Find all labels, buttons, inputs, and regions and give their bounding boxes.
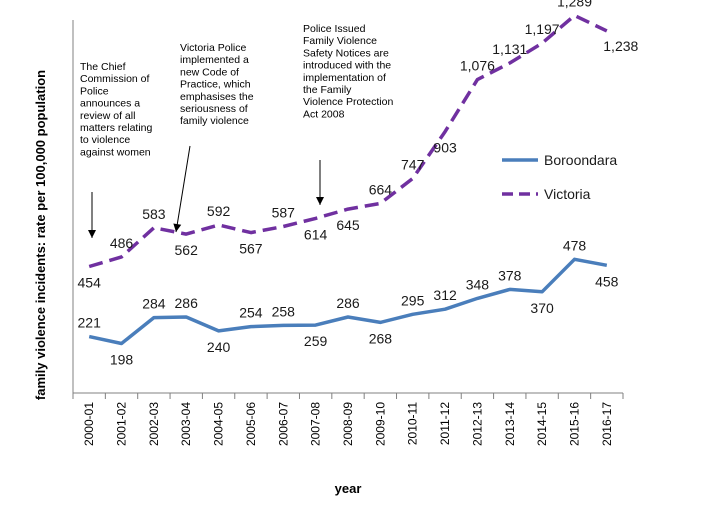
data-label: 1,197 [525, 21, 560, 37]
annotation-line: review of all [80, 110, 135, 122]
x-tick-label: 2009-10 [373, 402, 387, 446]
data-label: 312 [433, 287, 457, 303]
data-label: 478 [563, 237, 587, 253]
series-line-boroondara [88, 257, 608, 346]
annotation-line: implementation of [303, 72, 386, 84]
data-label: 567 [239, 241, 263, 257]
annotation-arrow [175, 145, 191, 233]
data-label: 454 [78, 275, 102, 291]
annotation-line: Commission of [80, 73, 150, 85]
x-tick-label: 2006-07 [276, 402, 290, 446]
data-label: 259 [304, 333, 328, 349]
annotation-text: Victoria Police implemented a new Code of P… [180, 42, 254, 127]
annotation-line: Practice, which [180, 79, 251, 91]
data-label: 370 [530, 300, 554, 316]
x-tick-label: 2004-05 [212, 402, 226, 446]
data-label: 747 [401, 157, 425, 173]
annotation-line: The Chief [80, 61, 126, 73]
x-tick-label: 2014-15 [535, 402, 549, 446]
series-line-victoria [88, 13, 608, 269]
data-label: 286 [175, 295, 199, 311]
data-labels: 221 198 284 286 240 254 258 259 286 268 295 312 348 3… [78, 0, 639, 368]
data-label: 348 [466, 276, 490, 292]
annotation-line: new Code of [180, 66, 239, 78]
x-tick-label: 2013-14 [503, 402, 517, 446]
data-label: 378 [498, 267, 522, 283]
x-tick-label: 2007-08 [309, 402, 323, 446]
annotation-line: implemented a [180, 54, 249, 66]
data-label: 587 [272, 205, 296, 221]
annotation: Victoria Police implemented a new Code of P… [173, 42, 254, 233]
y-axis-label: family violence incidents: rate per 100,… [33, 70, 48, 400]
x-tick-label: 2012-13 [470, 402, 484, 446]
annotation-text: Police Issued Family Violence Safety Notic… [303, 23, 393, 120]
data-label: 1,076 [460, 58, 495, 74]
data-label: 198 [110, 352, 134, 368]
annotation-line: announces a [80, 98, 140, 110]
data-label: 268 [369, 330, 393, 346]
data-label: 254 [239, 305, 263, 321]
annotation-line: Violence Protection [303, 96, 393, 108]
annotation-line: emphasises the [180, 91, 254, 103]
x-tick-label: 2010-11 [406, 402, 420, 445]
data-label: 458 [595, 273, 619, 289]
x-tick-label: 2002-03 [147, 402, 161, 446]
data-label: 284 [142, 296, 166, 312]
x-tick-label: 2008-09 [341, 402, 355, 446]
data-label: 1,238 [603, 38, 638, 54]
data-label: 286 [336, 295, 360, 311]
annotation-line: Police Issued [303, 23, 366, 35]
annotation-line: Safety Notices are [303, 47, 389, 59]
data-label: 583 [142, 206, 166, 222]
series-lines [88, 13, 608, 346]
x-tick-label: 2000-01 [82, 402, 96, 446]
data-label: 645 [336, 217, 360, 233]
annotation-line: seriousness of [180, 103, 248, 115]
x-tick-label: 2011-12 [438, 402, 452, 445]
annotation-line: family violence [180, 115, 249, 127]
x-tick-label: 2016-17 [600, 402, 614, 446]
x-axis-label: year [335, 481, 362, 496]
annotation: Police Issued Family Violence Safety Notic… [303, 23, 393, 205]
data-label: 1,131 [492, 41, 527, 57]
data-label: 664 [369, 181, 393, 197]
annotation-arrowhead [88, 230, 96, 238]
x-tick-label: 2001-02 [115, 402, 129, 446]
x-tick-label: 2015-16 [567, 402, 581, 446]
annotation-line: to violence [80, 134, 130, 146]
data-label: 562 [175, 242, 199, 258]
data-label: 614 [304, 226, 328, 242]
data-label: 1,289 [557, 0, 592, 10]
annotation-line: Act 2008 [303, 108, 345, 120]
legend-label-victoria: Victoria [544, 186, 591, 202]
annotation-line: matters relating [80, 122, 153, 134]
data-label: 903 [433, 140, 457, 156]
legend: Boroondara Victoria [502, 152, 617, 202]
data-label: 240 [207, 339, 231, 355]
data-label: 486 [110, 235, 134, 251]
annotation-line: Victoria Police [180, 42, 246, 54]
axes: 2000-01 2001-02 2002-03 2003-04 2004-05 2005-… [72, 20, 624, 446]
x-tick-label: 2003-04 [179, 402, 193, 446]
data-label: 295 [401, 292, 425, 308]
x-tick-label: 2005-06 [244, 402, 258, 446]
annotation-line: Family Violence [303, 35, 377, 47]
data-label: 258 [272, 303, 296, 319]
annotation-line: the Family [303, 84, 352, 96]
legend-label-boroondara: Boroondara [544, 152, 617, 168]
data-label: 592 [207, 203, 231, 219]
data-label: 221 [78, 315, 102, 331]
annotation-line: Police [80, 85, 109, 97]
annotation-arrowhead [316, 197, 324, 205]
annotation-line: against women [80, 146, 151, 158]
annotation-arrowhead [173, 223, 182, 232]
annotation-line: introduced with the [303, 60, 391, 72]
